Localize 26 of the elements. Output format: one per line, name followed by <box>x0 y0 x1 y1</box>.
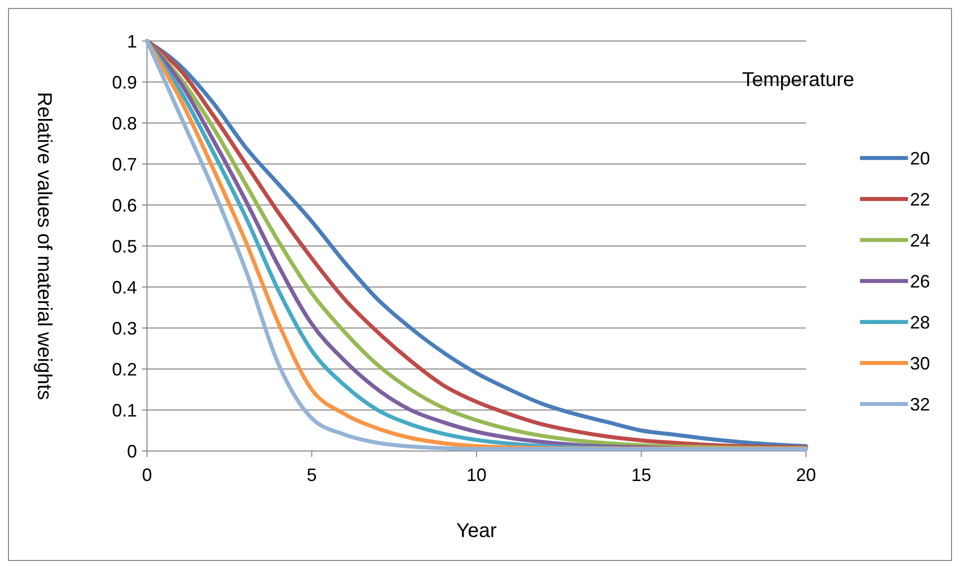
y-axis-title: Relative values of material weights <box>33 92 55 400</box>
legend-label: 28 <box>910 312 930 332</box>
x-tick-label: 20 <box>796 465 816 485</box>
legend-label: 30 <box>910 353 930 374</box>
x-tick-label: 5 <box>306 465 317 485</box>
legend-label: 32 <box>910 394 930 414</box>
x-axis-title: Year <box>456 520 498 542</box>
y-tick-label: 1 <box>126 31 137 52</box>
y-tick-label: 0.5 <box>112 236 137 256</box>
y-tick-label: 0.2 <box>112 359 137 380</box>
y-tick-label: 0.6 <box>112 195 137 216</box>
y-tick-label: 0.8 <box>112 113 137 134</box>
y-tick-label: 0.4 <box>112 277 137 298</box>
y-tick-label: 0.7 <box>112 154 137 174</box>
legend-label: 22 <box>910 189 930 210</box>
y-tick-label: 0 <box>126 441 137 462</box>
x-tick-label: 0 <box>142 465 152 485</box>
y-tick-label: 0.9 <box>112 72 137 92</box>
x-tick-label: 10 <box>466 465 487 485</box>
legend-title: Temperature <box>742 69 854 91</box>
y-tick-label: 0.3 <box>112 318 137 338</box>
x-tick-label: 15 <box>631 465 652 485</box>
legend-label: 24 <box>910 230 930 250</box>
legend-label: 26 <box>910 271 930 292</box>
legend-label: 20 <box>910 148 930 168</box>
y-tick-label: 0.1 <box>112 400 137 420</box>
